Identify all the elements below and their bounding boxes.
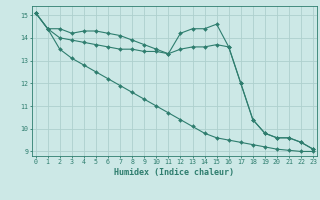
- X-axis label: Humidex (Indice chaleur): Humidex (Indice chaleur): [115, 168, 234, 177]
